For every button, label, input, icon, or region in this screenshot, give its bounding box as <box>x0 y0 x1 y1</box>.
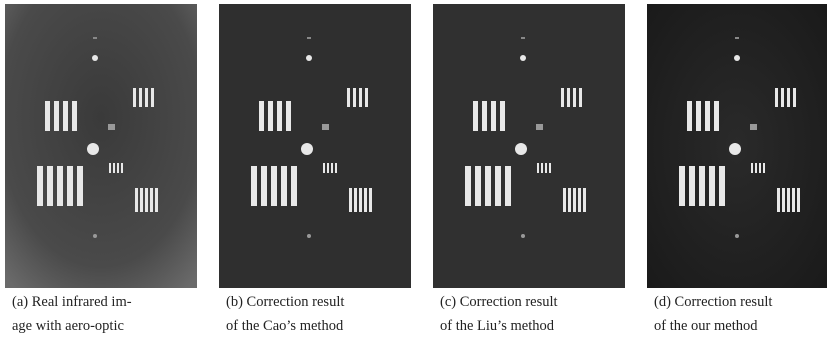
image-b <box>219 4 411 288</box>
caption-line: (a) Real infrared im- <box>12 290 132 314</box>
caption: (c) Correction result of the Liu’s metho… <box>440 290 558 338</box>
caption: (b) Correction result of the Cao’s metho… <box>226 290 344 338</box>
caption-line: of the our method <box>654 314 772 338</box>
image-d <box>647 4 827 288</box>
image-a <box>5 4 197 288</box>
caption: (d) Correction result of the our method <box>654 290 772 338</box>
caption: (a) Real infrared im- age with aero-opti… <box>12 290 132 338</box>
caption-line: (d) Correction result <box>654 290 772 314</box>
caption-line: (c) Correction result <box>440 290 558 314</box>
image-c <box>433 4 625 288</box>
caption-line: of the Cao’s method <box>226 314 344 338</box>
caption-line: of the Liu’s method <box>440 314 558 338</box>
caption-line: age with aero-optic <box>12 314 132 338</box>
figure: (a) Real infrared im- age with aero-opti… <box>0 0 829 348</box>
image-row <box>0 0 829 290</box>
caption-line: (b) Correction result <box>226 290 344 314</box>
